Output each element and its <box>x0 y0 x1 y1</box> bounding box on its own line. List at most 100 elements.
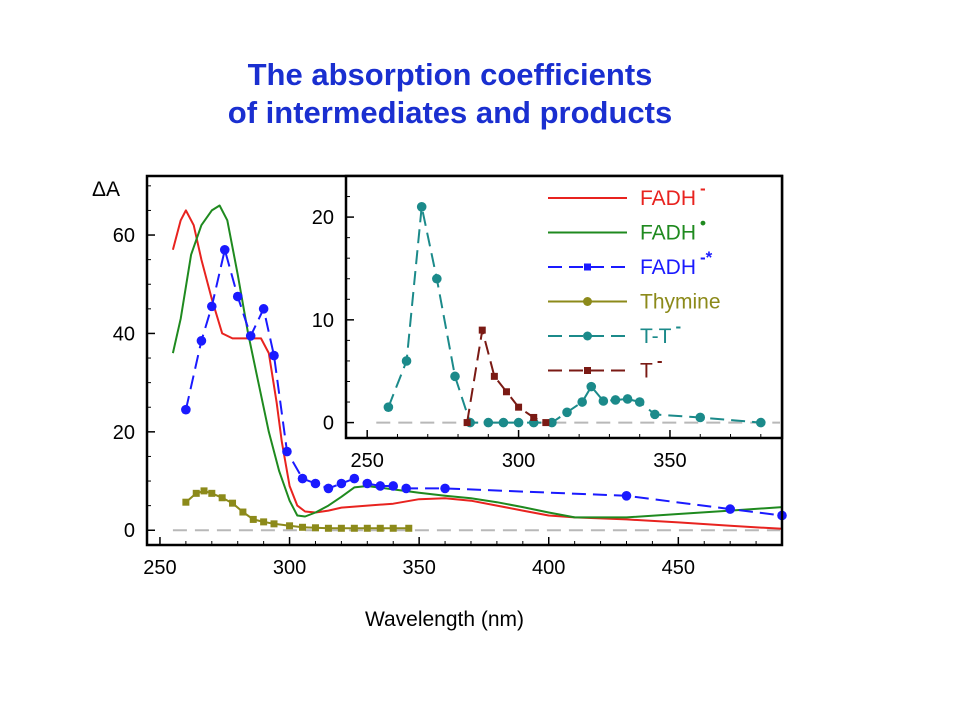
main-series-2-point-14 <box>362 478 373 489</box>
main-ticks: 250 300 350 400 450 0 20 40 60 <box>113 185 783 579</box>
inset-series-0-point-10 <box>547 417 557 428</box>
main-x-tick-label-2: 350 <box>402 557 435 579</box>
legend-entry-3: Thymine <box>548 291 721 314</box>
inset-series-0-point-8 <box>513 417 524 428</box>
inset-series-1-point-4 <box>515 403 523 411</box>
legend-label-5: T- <box>640 352 663 383</box>
inset-background <box>346 176 782 438</box>
legend-entry-1: FADH • <box>548 214 706 245</box>
main-series-2-point-13 <box>349 473 360 484</box>
legend-entry-0: FADH - <box>548 179 706 210</box>
inset-series-0 <box>383 202 766 428</box>
main-series-2-point-5 <box>245 331 256 341</box>
inset-series-0-point-16 <box>622 394 633 404</box>
main-series-2-point-18 <box>440 483 450 494</box>
inset-series-0-point-13 <box>586 381 597 392</box>
main-series-3 <box>182 487 413 532</box>
main-series-3-point-1 <box>192 489 200 497</box>
inset-y-tick-label-1: 10 <box>312 310 334 332</box>
inset-x-tick-label-0: 250 <box>351 450 384 472</box>
inset-series-0-point-6 <box>483 417 494 428</box>
inset-series-0-point-17 <box>634 397 645 407</box>
inset-series-1-point-1 <box>478 326 486 334</box>
inset-series-0-point-0 <box>383 402 394 412</box>
main-series-2-point-2 <box>206 301 217 312</box>
inset-series-0-point-2 <box>416 202 427 212</box>
main-series-3-point-15 <box>350 524 358 532</box>
legend-label-text-2: FADH <box>640 256 696 279</box>
main-series-3-point-16 <box>363 524 371 532</box>
main-y-axis-label: ΔA <box>92 178 120 201</box>
legend-label-4: T-T - <box>640 317 681 348</box>
slide-title: The absorption coefficients of intermedi… <box>0 56 900 132</box>
main-series-3-point-17 <box>376 524 384 532</box>
main-series-3-point-2 <box>200 487 208 495</box>
inset-series-1-point-6 <box>542 419 550 427</box>
legend-swatch-marker-4 <box>583 331 592 341</box>
main-series-3-point-7 <box>249 515 257 523</box>
main-series-2 <box>181 245 787 521</box>
main-series-2-point-17 <box>401 483 411 494</box>
inset-x-tick-label-1: 300 <box>502 450 535 472</box>
inset-series-0-point-12 <box>577 397 587 407</box>
legend-label-superscript-0: - <box>700 179 706 198</box>
main-series-2-point-11 <box>323 483 334 494</box>
main-x-tick-label-1: 300 <box>273 557 306 579</box>
main-series-3-point-3 <box>208 489 216 497</box>
legend-label-text-1: FADH <box>640 222 696 245</box>
inset-series-1-point-3 <box>502 388 510 396</box>
main-series-2-point-12 <box>336 478 347 489</box>
main-series-0-line <box>171 209 783 530</box>
inset-series-0-point-15 <box>610 395 621 405</box>
inset-y-tick-label-2: 20 <box>312 207 334 229</box>
legend-label-1: FADH • <box>640 214 706 245</box>
main-series-2-point-20 <box>725 504 735 514</box>
main-x-tick-label-3: 400 <box>532 557 565 579</box>
inset-series-0-point-20 <box>756 417 766 428</box>
inset-series-0-point-1 <box>401 356 412 366</box>
inset-y-tick-label-0: 0 <box>323 413 334 435</box>
main-series-2-point-4 <box>232 291 243 302</box>
inset-series-0-point-14 <box>598 396 609 406</box>
title-line-1: The absorption coefficients <box>247 57 653 92</box>
inset-x-tick-label-2: 350 <box>653 450 686 472</box>
inset-series-0-point-11 <box>562 407 572 418</box>
legend-label-text-0: FADH <box>640 187 696 210</box>
legend-label-text-5: T <box>640 360 653 383</box>
legend-entry-5: T- <box>548 352 663 383</box>
main-series-3-point-5 <box>229 499 237 507</box>
main-series-2-point-0 <box>181 404 191 415</box>
main-series-0 <box>171 209 783 530</box>
main-series-3-point-6 <box>239 508 247 516</box>
main-y-tick-label-3: 60 <box>113 225 135 247</box>
main-series-2-point-6 <box>258 304 269 314</box>
inset-series-1-point-0 <box>463 419 471 427</box>
main-series-3-point-4 <box>218 494 226 502</box>
legend-label-superscript-4: - <box>676 317 682 336</box>
main-x-axis-label: Wavelength (nm) <box>365 608 524 631</box>
main-series-2-point-8 <box>282 446 292 457</box>
main-series-2-point-10 <box>310 478 321 489</box>
legend-label-superscript-1: • <box>700 214 706 233</box>
inset-frame <box>344 174 784 440</box>
inset-series-0-point-18 <box>650 409 660 420</box>
main-series-2-point-16 <box>388 481 399 491</box>
main-series-3-point-11 <box>299 523 307 531</box>
legend-label-superscript-5: - <box>657 352 663 371</box>
legend-label-superscript-2: -* <box>700 248 713 267</box>
legend-label-text-3: Thymine <box>640 291 721 314</box>
legend-swatch-marker-3 <box>583 297 592 306</box>
legend-entry-4: T-T - <box>548 317 681 348</box>
inset-series-0-point-7 <box>498 417 509 428</box>
main-series-3-point-14 <box>337 524 345 532</box>
inset-series-1 <box>463 326 550 427</box>
main-series-3-point-0 <box>182 498 190 506</box>
main-series-2-point-1 <box>196 336 207 346</box>
main-series-3-point-10 <box>286 522 294 530</box>
legend-label-2: FADH -* <box>640 248 713 279</box>
main-series-1-line <box>171 204 783 519</box>
main-series-1 <box>171 204 783 519</box>
legend-label-0: FADH - <box>640 179 706 210</box>
